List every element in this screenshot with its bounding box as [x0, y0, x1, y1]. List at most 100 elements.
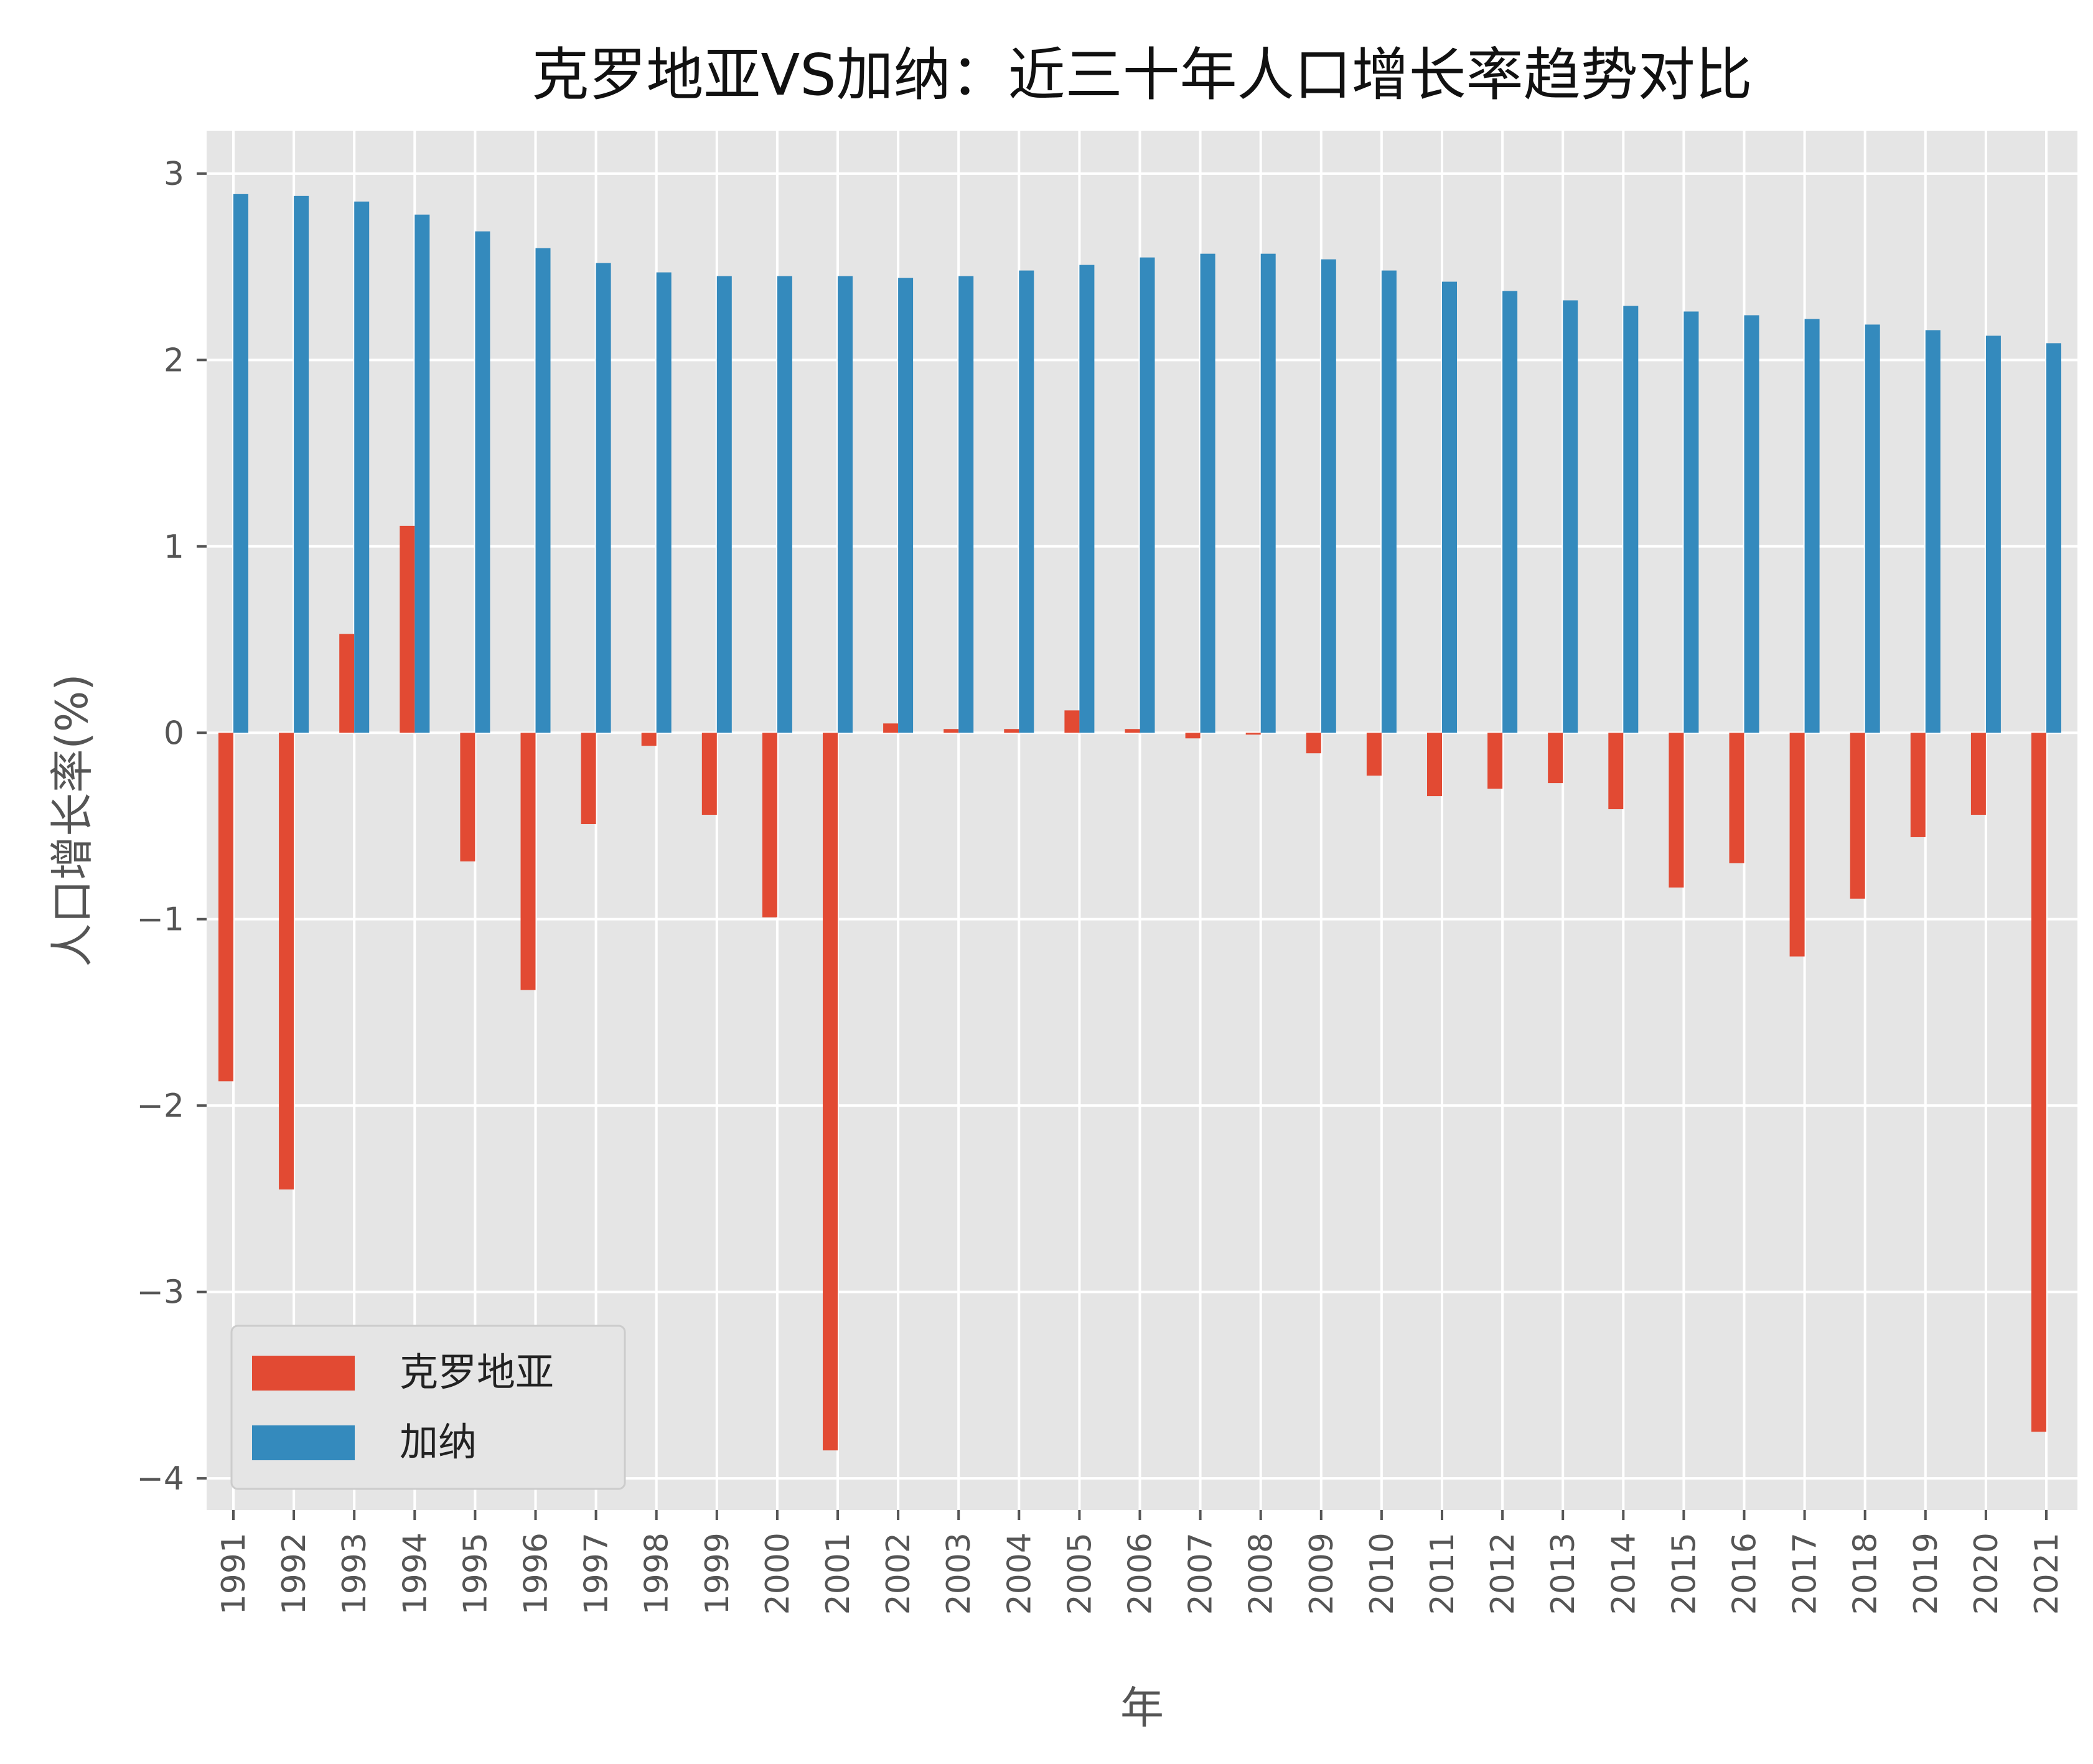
x-tick-labels: 1991 1992 1993 1994 1995 1996 1997 1998 1999 2000…: [215, 1532, 2066, 1615]
bar-ghana-2006: [1140, 257, 1155, 733]
bar-croatia-1993: [339, 634, 355, 733]
x-tick-label: 1996: [518, 1532, 555, 1615]
x-tick-label: 2019: [1908, 1532, 1945, 1615]
y-tick-label: −2: [136, 1087, 184, 1125]
bar-croatia-2008: [1245, 733, 1261, 735]
x-axis-label: 年: [1120, 1682, 1164, 1734]
x-tick-label: 1998: [639, 1532, 676, 1615]
legend-swatch-croatia: [252, 1356, 355, 1391]
bar-croatia-2005: [1064, 710, 1080, 733]
bar-croatia-1995: [460, 733, 475, 861]
bar-ghana-2004: [1019, 270, 1034, 733]
bar-croatia-1994: [400, 525, 415, 733]
bar-ghana-2020: [1985, 335, 2001, 733]
x-tick-label: 2004: [1001, 1532, 1038, 1615]
bar-croatia-2016: [1729, 733, 1744, 863]
bar-croatia-2010: [1366, 733, 1382, 776]
legend-label-croatia: 克罗地亚: [400, 1349, 554, 1395]
bar-ghana-2000: [777, 276, 792, 733]
x-tick-label: 1995: [457, 1532, 494, 1615]
x-tick-label: 2012: [1484, 1532, 1522, 1615]
bar-ghana-2016: [1744, 315, 1759, 733]
bar-ghana-2017: [1804, 319, 1820, 733]
x-tick-label: 1994: [396, 1532, 434, 1615]
x-tick-label: 1997: [578, 1532, 616, 1615]
bar-ghana-1996: [535, 248, 551, 733]
bar-croatia-2006: [1125, 729, 1140, 733]
bar-croatia-2004: [1004, 729, 1019, 733]
bar-ghana-2005: [1079, 265, 1095, 733]
x-tick-label: 2006: [1122, 1532, 1159, 1615]
x-tick-label: 2014: [1605, 1532, 1642, 1615]
tick-marks: [197, 172, 2048, 1520]
x-tick-label: 2017: [1787, 1532, 1824, 1615]
bar-croatia-1998: [641, 733, 657, 746]
bar-ghana-1997: [596, 263, 611, 733]
bar-croatia-2015: [1669, 733, 1684, 888]
bar-croatia-1992: [279, 733, 294, 1189]
x-tick-label: 1999: [699, 1532, 736, 1615]
y-tick-labels: 3 2 1 0 −1 −2 −3 −4: [136, 156, 184, 1498]
bar-ghana-2021: [2046, 343, 2061, 733]
bar-croatia-1991: [218, 733, 233, 1082]
y-tick-label: 0: [164, 715, 184, 752]
x-tick-label: 2013: [1545, 1532, 1582, 1615]
bar-ghana-2012: [1502, 291, 1518, 733]
x-tick-label: 2008: [1243, 1532, 1280, 1615]
bar-ghana-2007: [1200, 253, 1215, 733]
legend-swatch-ghana: [252, 1425, 355, 1460]
x-tick-label: 2016: [1726, 1532, 1764, 1615]
y-tick-label: 3: [164, 156, 184, 193]
bar-ghana-2009: [1321, 259, 1336, 733]
y-axis-label: 人口增长率(%): [47, 673, 98, 967]
bar-ghana-2002: [898, 278, 914, 733]
x-tick-label: 2003: [940, 1532, 978, 1615]
bar-ghana-2015: [1683, 311, 1699, 733]
bar-ghana-1995: [475, 231, 490, 733]
bar-croatia-2003: [943, 729, 959, 733]
x-tick-label: 2015: [1665, 1532, 1703, 1615]
x-tick-label: 2005: [1061, 1532, 1098, 1615]
bar-ghana-1993: [354, 201, 370, 733]
bar-croatia-2001: [823, 733, 838, 1451]
x-tick-label: 2009: [1303, 1532, 1341, 1615]
bar-ghana-2014: [1623, 306, 1639, 733]
y-tick-label: −4: [136, 1460, 184, 1498]
bar-ghana-1991: [233, 194, 248, 733]
bar-croatia-2014: [1608, 733, 1624, 810]
legend: 克罗地亚 加纳: [230, 1325, 626, 1490]
y-tick-label: −1: [136, 901, 184, 939]
bar-croatia-2017: [1789, 733, 1805, 957]
bar-croatia-2011: [1427, 733, 1442, 797]
bar-ghana-2008: [1260, 253, 1276, 733]
bar-croatia-2000: [762, 733, 777, 917]
bar-ghana-1992: [294, 195, 309, 733]
bar-croatia-2019: [1910, 733, 1926, 837]
bar-ghana-2019: [1925, 330, 1941, 733]
bar-croatia-2012: [1487, 733, 1503, 789]
chart-title: 克罗地亚VS加纳：近三十年人口增长率趋势对比: [531, 42, 1752, 108]
bar-croatia-1997: [581, 733, 596, 824]
bar-ghana-2010: [1381, 270, 1397, 733]
bar-croatia-1996: [520, 733, 536, 990]
x-tick-label: 2002: [880, 1532, 917, 1615]
bar-croatia-2007: [1185, 733, 1201, 739]
legend-label-ghana: 加纳: [400, 1419, 477, 1465]
y-tick-label: −3: [136, 1274, 184, 1311]
bar-croatia-2020: [1970, 733, 1986, 815]
x-tick-label: 2021: [2028, 1532, 2066, 1615]
bar-ghana-1998: [656, 272, 672, 733]
x-tick-label: 2010: [1364, 1532, 1401, 1615]
x-tick-label: 2018: [1847, 1532, 1885, 1615]
bar-ghana-1994: [414, 214, 430, 733]
bar-ghana-2003: [958, 276, 974, 733]
bar-croatia-2013: [1548, 733, 1563, 784]
bar-ghana-2001: [838, 276, 853, 733]
bar-croatia-1999: [701, 733, 717, 815]
bar-croatia-2018: [1850, 733, 1865, 899]
bar-croatia-2002: [883, 723, 899, 733]
bar-ghana-2018: [1865, 324, 1880, 733]
y-tick-label: 1: [164, 528, 184, 566]
